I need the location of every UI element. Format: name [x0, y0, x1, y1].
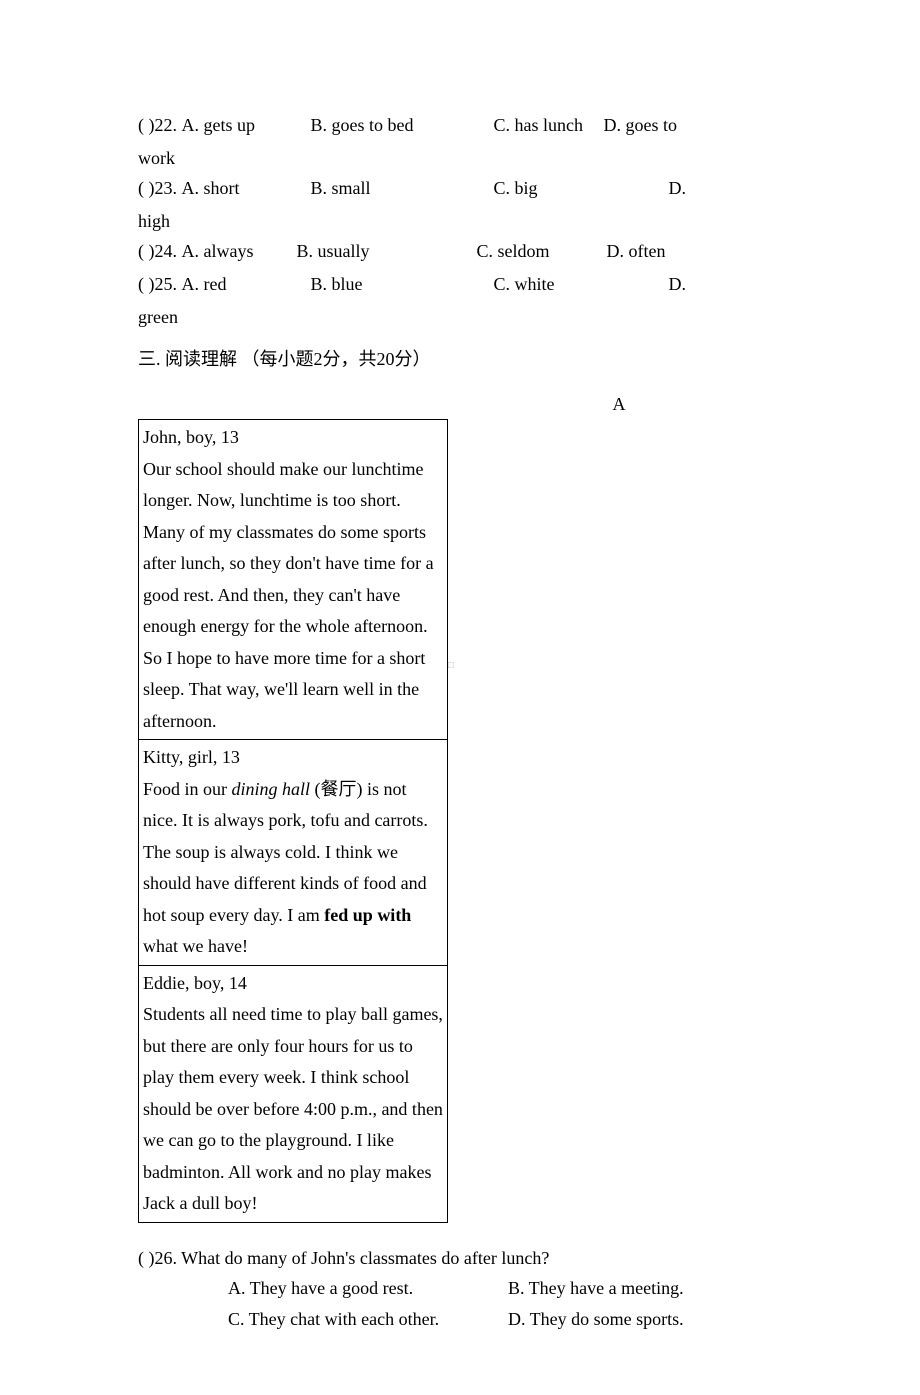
q25-option-b: B. blue [311, 269, 494, 300]
q24-option-c: C. seldom [477, 236, 607, 267]
q26-prefix: ( )26. [138, 1248, 181, 1268]
q22-option-a: A. gets up [182, 110, 311, 141]
q22-option-b: B. goes to bed [311, 110, 494, 141]
q22-option-c: C. has lunch [494, 110, 604, 141]
q25-option-a: A. red [182, 269, 311, 300]
passage-kitty-italic: dining hall [232, 779, 311, 799]
passage-kitty: Kitty, girl, 13 Food in our dining hall … [139, 740, 448, 966]
watermark-marker: □ [448, 657, 454, 674]
passage-label: A [138, 389, 790, 420]
q24-option-a: A. always [182, 236, 297, 267]
passage-john-header: John, boy, 13 [143, 427, 239, 447]
q22-wrap: work [138, 143, 790, 174]
passage-kitty-bold: fed up with [324, 905, 411, 925]
q25-option-d: D. [669, 269, 687, 300]
q23-option-b: B. small [311, 173, 494, 204]
q22-option-d: D. goes to [604, 110, 678, 141]
passage-john-body: Our school should make our lunchtime lon… [143, 459, 434, 731]
q26-option-a: A. They have a good rest. [228, 1273, 508, 1304]
section-title: 三. 阅读理解 （每小题2分，共20分） [138, 344, 790, 375]
passage-kitty-body-0: Food in our [143, 779, 232, 799]
passage-eddie-body: Students all need time to play ball game… [143, 1004, 443, 1213]
q23-prefix: ( )23. [138, 178, 182, 198]
q23-option-d: D. [669, 173, 687, 204]
question-24: ( )24. A. alwaysB. usuallyC. seldomD. of… [138, 236, 790, 267]
q23-option-a: A. short [182, 173, 311, 204]
reading-question-26: ( )26. What do many of John's classmates… [138, 1243, 790, 1335]
q26-text: What do many of John's classmates do aft… [181, 1248, 549, 1268]
q22-prefix: ( )22. [138, 115, 182, 135]
passage-john: John, boy, 13 Our school should make our… [139, 420, 448, 740]
q25-option-c: C. white [494, 269, 669, 300]
q25-prefix: ( )25. [138, 274, 182, 294]
q26-option-d: D. They do some sports. [508, 1304, 684, 1335]
passages-table: John, boy, 13 Our school should make our… [138, 419, 448, 1223]
question-25: ( )25. A. redB. blueC. whiteD. green [138, 269, 790, 332]
passage-eddie: Eddie, boy, 14 Students all need time to… [139, 965, 448, 1222]
passage-kitty-body-4: what we have! [143, 936, 248, 956]
q24-option-b: B. usually [297, 236, 477, 267]
q26-option-c: C. They chat with each other. [228, 1304, 508, 1335]
q25-wrap: green [138, 302, 790, 333]
passage-kitty-body-2: (餐厅) is not nice. It is always pork, tof… [143, 779, 428, 925]
q23-wrap: high [138, 206, 790, 237]
passage-kitty-header: Kitty, girl, 13 [143, 747, 240, 767]
q24-prefix: ( )24. [138, 241, 182, 261]
question-22: ( )22. A. gets upB. goes to bedC. has lu… [138, 110, 790, 173]
q24-option-d: D. often [607, 236, 666, 267]
q26-option-b: B. They have a meeting. [508, 1273, 684, 1304]
question-23: ( )23. A. shortB. smallC. bigD. high [138, 173, 790, 236]
q23-option-c: C. big [494, 173, 669, 204]
cloze-questions: ( )22. A. gets upB. goes to bedC. has lu… [138, 110, 790, 332]
passage-eddie-header: Eddie, boy, 14 [143, 973, 247, 993]
